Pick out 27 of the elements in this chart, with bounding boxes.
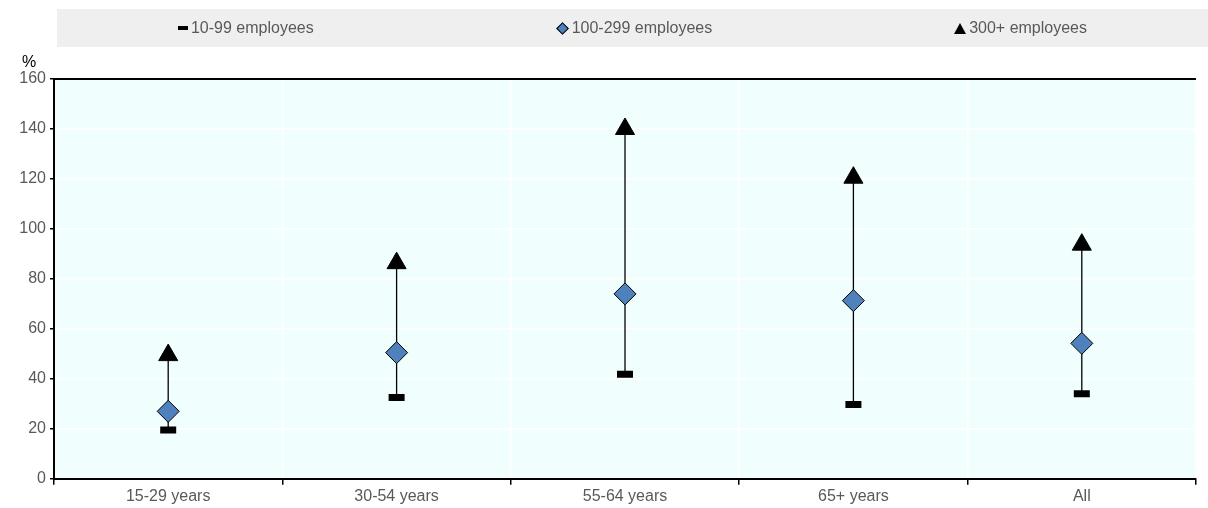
- point: [385, 341, 409, 365]
- y-tick-label: 60: [28, 319, 47, 337]
- point: [843, 166, 864, 184]
- legend-label: 100-299 employees: [571, 19, 713, 37]
- y-tick-label: 40: [28, 369, 47, 387]
- x-tick-label: All: [1072, 486, 1091, 504]
- y-tick-label: 100: [19, 219, 47, 237]
- y-tick-label: 80: [28, 269, 47, 287]
- y-tick-label: 0: [37, 469, 47, 487]
- point: [156, 399, 180, 423]
- y-tick-label: 120: [19, 169, 47, 187]
- x-tick-label: 15-29 years: [125, 486, 211, 504]
- y-tick-label: 140: [19, 119, 47, 137]
- point: [1071, 233, 1092, 251]
- legend-label: 300+ employees: [969, 19, 1087, 37]
- x-tick-label: 30-54 years: [354, 486, 439, 504]
- y-tick-label: 20: [28, 419, 47, 437]
- point: [614, 117, 636, 135]
- y-tick-label: 160: [19, 69, 47, 87]
- x-tick-label: 65+ years: [818, 486, 889, 504]
- y-axis-title: %: [21, 53, 37, 71]
- point: [841, 289, 865, 313]
- point: [613, 282, 637, 306]
- x-tick-label: 55-64 years: [582, 486, 668, 504]
- point: [386, 251, 407, 270]
- legend-label: 10-99 employees: [190, 19, 314, 37]
- point: [1070, 331, 1094, 355]
